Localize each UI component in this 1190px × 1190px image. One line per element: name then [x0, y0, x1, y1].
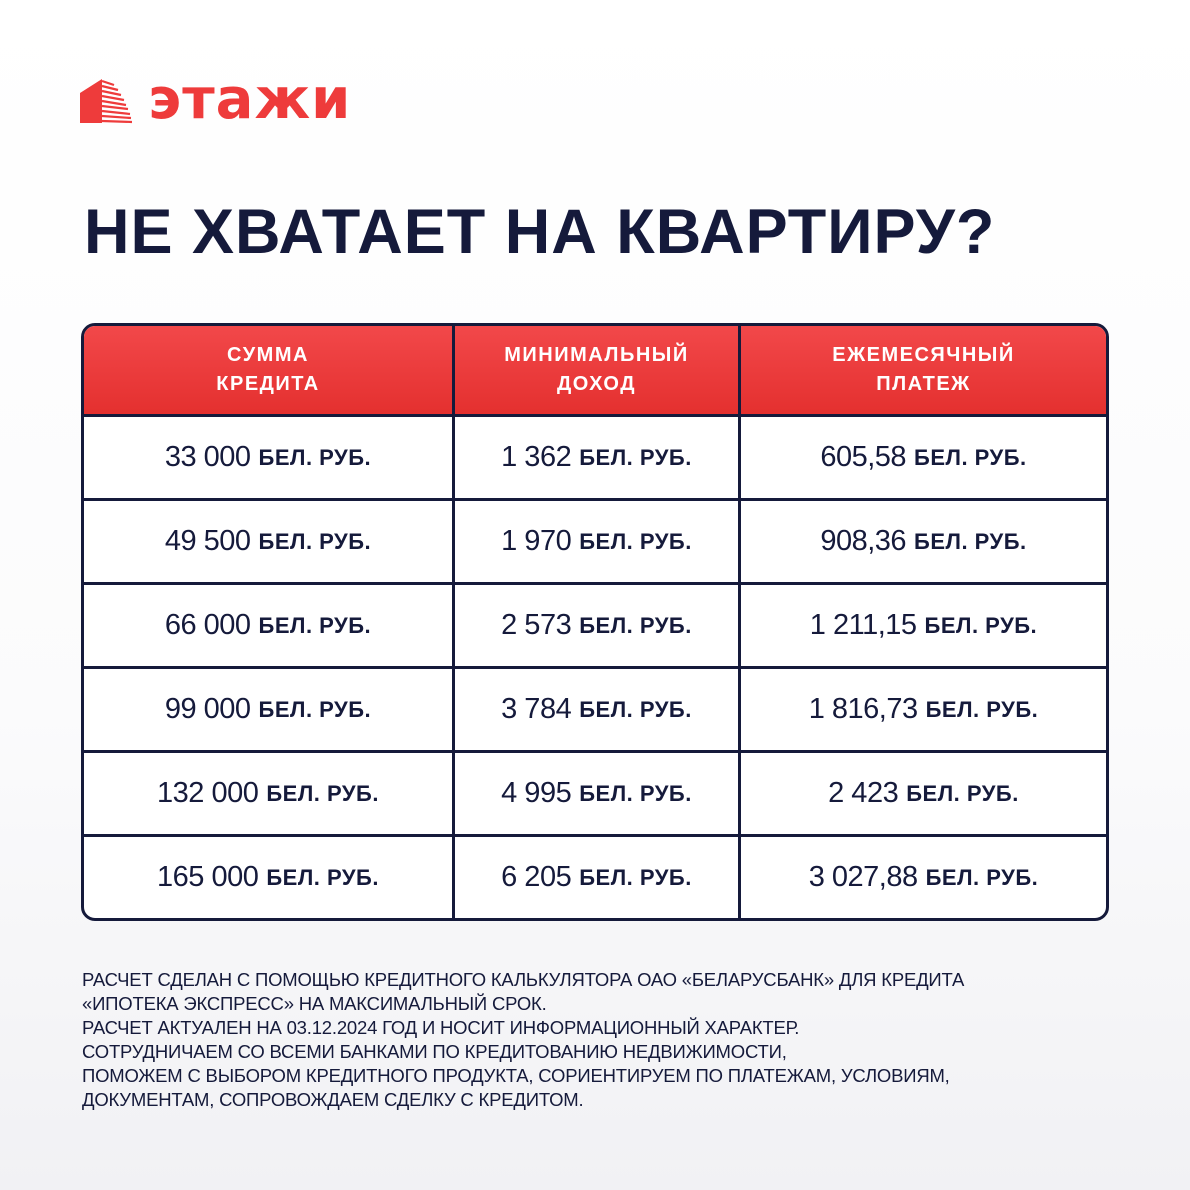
currency-unit: БЕЛ. РУБ.	[925, 696, 1039, 722]
page-title: НЕ ХВАТАЕТ НА КВАРТИРУ?	[84, 197, 996, 267]
cell-loan-amount: 49 500 БЕЛ. РУБ.	[84, 501, 455, 582]
disclaimer: РАСЧЕТ СДЕЛАН С ПОМОЩЬЮ КРЕДИТНОГО КАЛЬК…	[82, 968, 1142, 1112]
cell-min-income: 4 995 БЕЛ. РУБ.	[455, 753, 741, 834]
value: 3 784	[501, 693, 572, 725]
table-row: 132 000 БЕЛ. РУБ. 4 995 БЕЛ. РУБ. 2 423 БЕЛ. …	[84, 750, 1106, 834]
value: 4 995	[501, 777, 572, 809]
table-header: СУММА КРЕДИТА МИНИМАЛЬНЫЙ ДОХОД ЕЖЕМЕСЯЧ…	[84, 326, 1106, 414]
currency-unit: БЕЛ. РУБ.	[914, 444, 1027, 470]
disclaimer-line: ДОКУМЕНТАМ, СОПРОВОЖДАЕМ СДЕЛКУ С КРЕДИТ…	[82, 1089, 584, 1110]
value: 2 573	[501, 609, 572, 641]
value: 605,58	[820, 441, 907, 473]
disclaimer-line: РАСЧЕТ АКТУАЛЕН НА 03.12.2024 ГОД И НОСИ…	[82, 1017, 800, 1038]
value: 33 000	[164, 441, 251, 473]
cell-monthly-payment: 2 423 БЕЛ. РУБ.	[741, 753, 1106, 834]
value: 1 211,15	[809, 609, 917, 641]
value: 99 000	[164, 693, 251, 725]
cell-monthly-payment: 605,58 БЕЛ. РУБ.	[741, 417, 1106, 498]
currency-unit: БЕЛ. РУБ.	[579, 612, 692, 638]
table-row: 33 000 БЕЛ. РУБ. 1 362 БЕЛ. РУБ. 605,58 БЕЛ. …	[84, 414, 1106, 498]
currency-unit: БЕЛ. РУБ.	[924, 612, 1038, 638]
disclaimer-line: «ИПОТЕКА ЭКСПРЕСС» НА МАКСИМАЛЬНЫЙ СРОК.	[82, 993, 547, 1014]
disclaimer-line: РАСЧЕТ СДЕЛАН С ПОМОЩЬЮ КРЕДИТНОГО КАЛЬК…	[82, 969, 965, 990]
currency-unit: БЕЛ. РУБ.	[579, 696, 692, 722]
currency-unit: БЕЛ. РУБ.	[258, 528, 372, 554]
currency-unit: БЕЛ. РУБ.	[579, 780, 692, 806]
currency-unit: БЕЛ. РУБ.	[579, 864, 692, 890]
disclaimer-line: СОТРУДНИЧАЕМ СО ВСЕМИ БАНКАМИ ПО КРЕДИТО…	[82, 1041, 787, 1062]
cell-loan-amount: 132 000 БЕЛ. РУБ.	[84, 753, 455, 834]
cell-loan-amount: 33 000 БЕЛ. РУБ.	[84, 417, 455, 498]
currency-unit: БЕЛ. РУБ.	[258, 696, 372, 722]
currency-unit: БЕЛ. РУБ.	[266, 864, 379, 890]
building-icon	[80, 79, 132, 124]
value: 66 000	[164, 609, 251, 641]
value: 908,36	[820, 525, 907, 557]
cell-loan-amount: 66 000 БЕЛ. РУБ.	[84, 585, 455, 666]
cell-loan-amount: 99 000 БЕЛ. РУБ.	[84, 669, 455, 750]
value: 6 205	[501, 861, 572, 893]
value: 49 500	[164, 525, 251, 557]
cell-min-income: 6 205 БЕЛ. РУБ.	[455, 837, 741, 918]
cell-min-income: 1 970 БЕЛ. РУБ.	[455, 501, 741, 582]
cell-monthly-payment: 1 816,73 БЕЛ. РУБ.	[741, 669, 1106, 750]
cell-monthly-payment: 908,36 БЕЛ. РУБ.	[741, 501, 1106, 582]
brand-logo: этажи	[80, 72, 351, 128]
table-row: 165 000 БЕЛ. РУБ. 6 205 БЕЛ. РУБ. 3 027,88 БЕ…	[84, 834, 1106, 918]
brand-name: этажи	[148, 67, 352, 132]
currency-unit: БЕЛ. РУБ.	[925, 864, 1039, 890]
value: 2 423	[828, 777, 899, 809]
header-min-income: МИНИМАЛЬНЫЙ ДОХОД	[455, 326, 741, 414]
table-row: 99 000 БЕЛ. РУБ. 3 784 БЕЛ. РУБ. 1 816,73 БЕЛ…	[84, 666, 1106, 750]
cell-loan-amount: 165 000 БЕЛ. РУБ.	[84, 837, 455, 918]
header-loan-amount: СУММА КРЕДИТА	[84, 326, 455, 414]
cell-min-income: 3 784 БЕЛ. РУБ.	[455, 669, 741, 750]
credit-table: СУММА КРЕДИТА МИНИМАЛЬНЫЙ ДОХОД ЕЖЕМЕСЯЧ…	[81, 323, 1109, 921]
value: 132 000	[157, 777, 259, 809]
table-row: 66 000 БЕЛ. РУБ. 2 573 БЕЛ. РУБ. 1 211,15 БЕЛ…	[84, 582, 1106, 666]
currency-unit: БЕЛ. РУБ.	[914, 528, 1027, 554]
currency-unit: БЕЛ. РУБ.	[258, 444, 372, 470]
value: 1 970	[501, 525, 572, 557]
value: 165 000	[157, 861, 259, 893]
currency-unit: БЕЛ. РУБ.	[258, 612, 372, 638]
currency-unit: БЕЛ. РУБ.	[579, 528, 692, 554]
cell-monthly-payment: 3 027,88 БЕЛ. РУБ.	[741, 837, 1106, 918]
currency-unit: БЕЛ. РУБ.	[266, 780, 379, 806]
currency-unit: БЕЛ. РУБ.	[906, 780, 1019, 806]
value: 3 027,88	[808, 861, 918, 893]
currency-unit: БЕЛ. РУБ.	[579, 444, 692, 470]
cell-min-income: 2 573 БЕЛ. РУБ.	[455, 585, 741, 666]
cell-min-income: 1 362 БЕЛ. РУБ.	[455, 417, 741, 498]
table-row: 49 500 БЕЛ. РУБ. 1 970 БЕЛ. РУБ. 908,36 БЕЛ. …	[84, 498, 1106, 582]
disclaimer-line: ПОМОЖЕМ С ВЫБОРОМ КРЕДИТНОГО ПРОДУКТА, С…	[82, 1065, 950, 1086]
value: 1 362	[501, 441, 572, 473]
header-monthly-payment: ЕЖЕМЕСЯЧНЫЙ ПЛАТЕЖ	[832, 344, 1015, 395]
cell-monthly-payment: 1 211,15 БЕЛ. РУБ.	[741, 585, 1106, 666]
value: 1 816,73	[808, 693, 918, 725]
